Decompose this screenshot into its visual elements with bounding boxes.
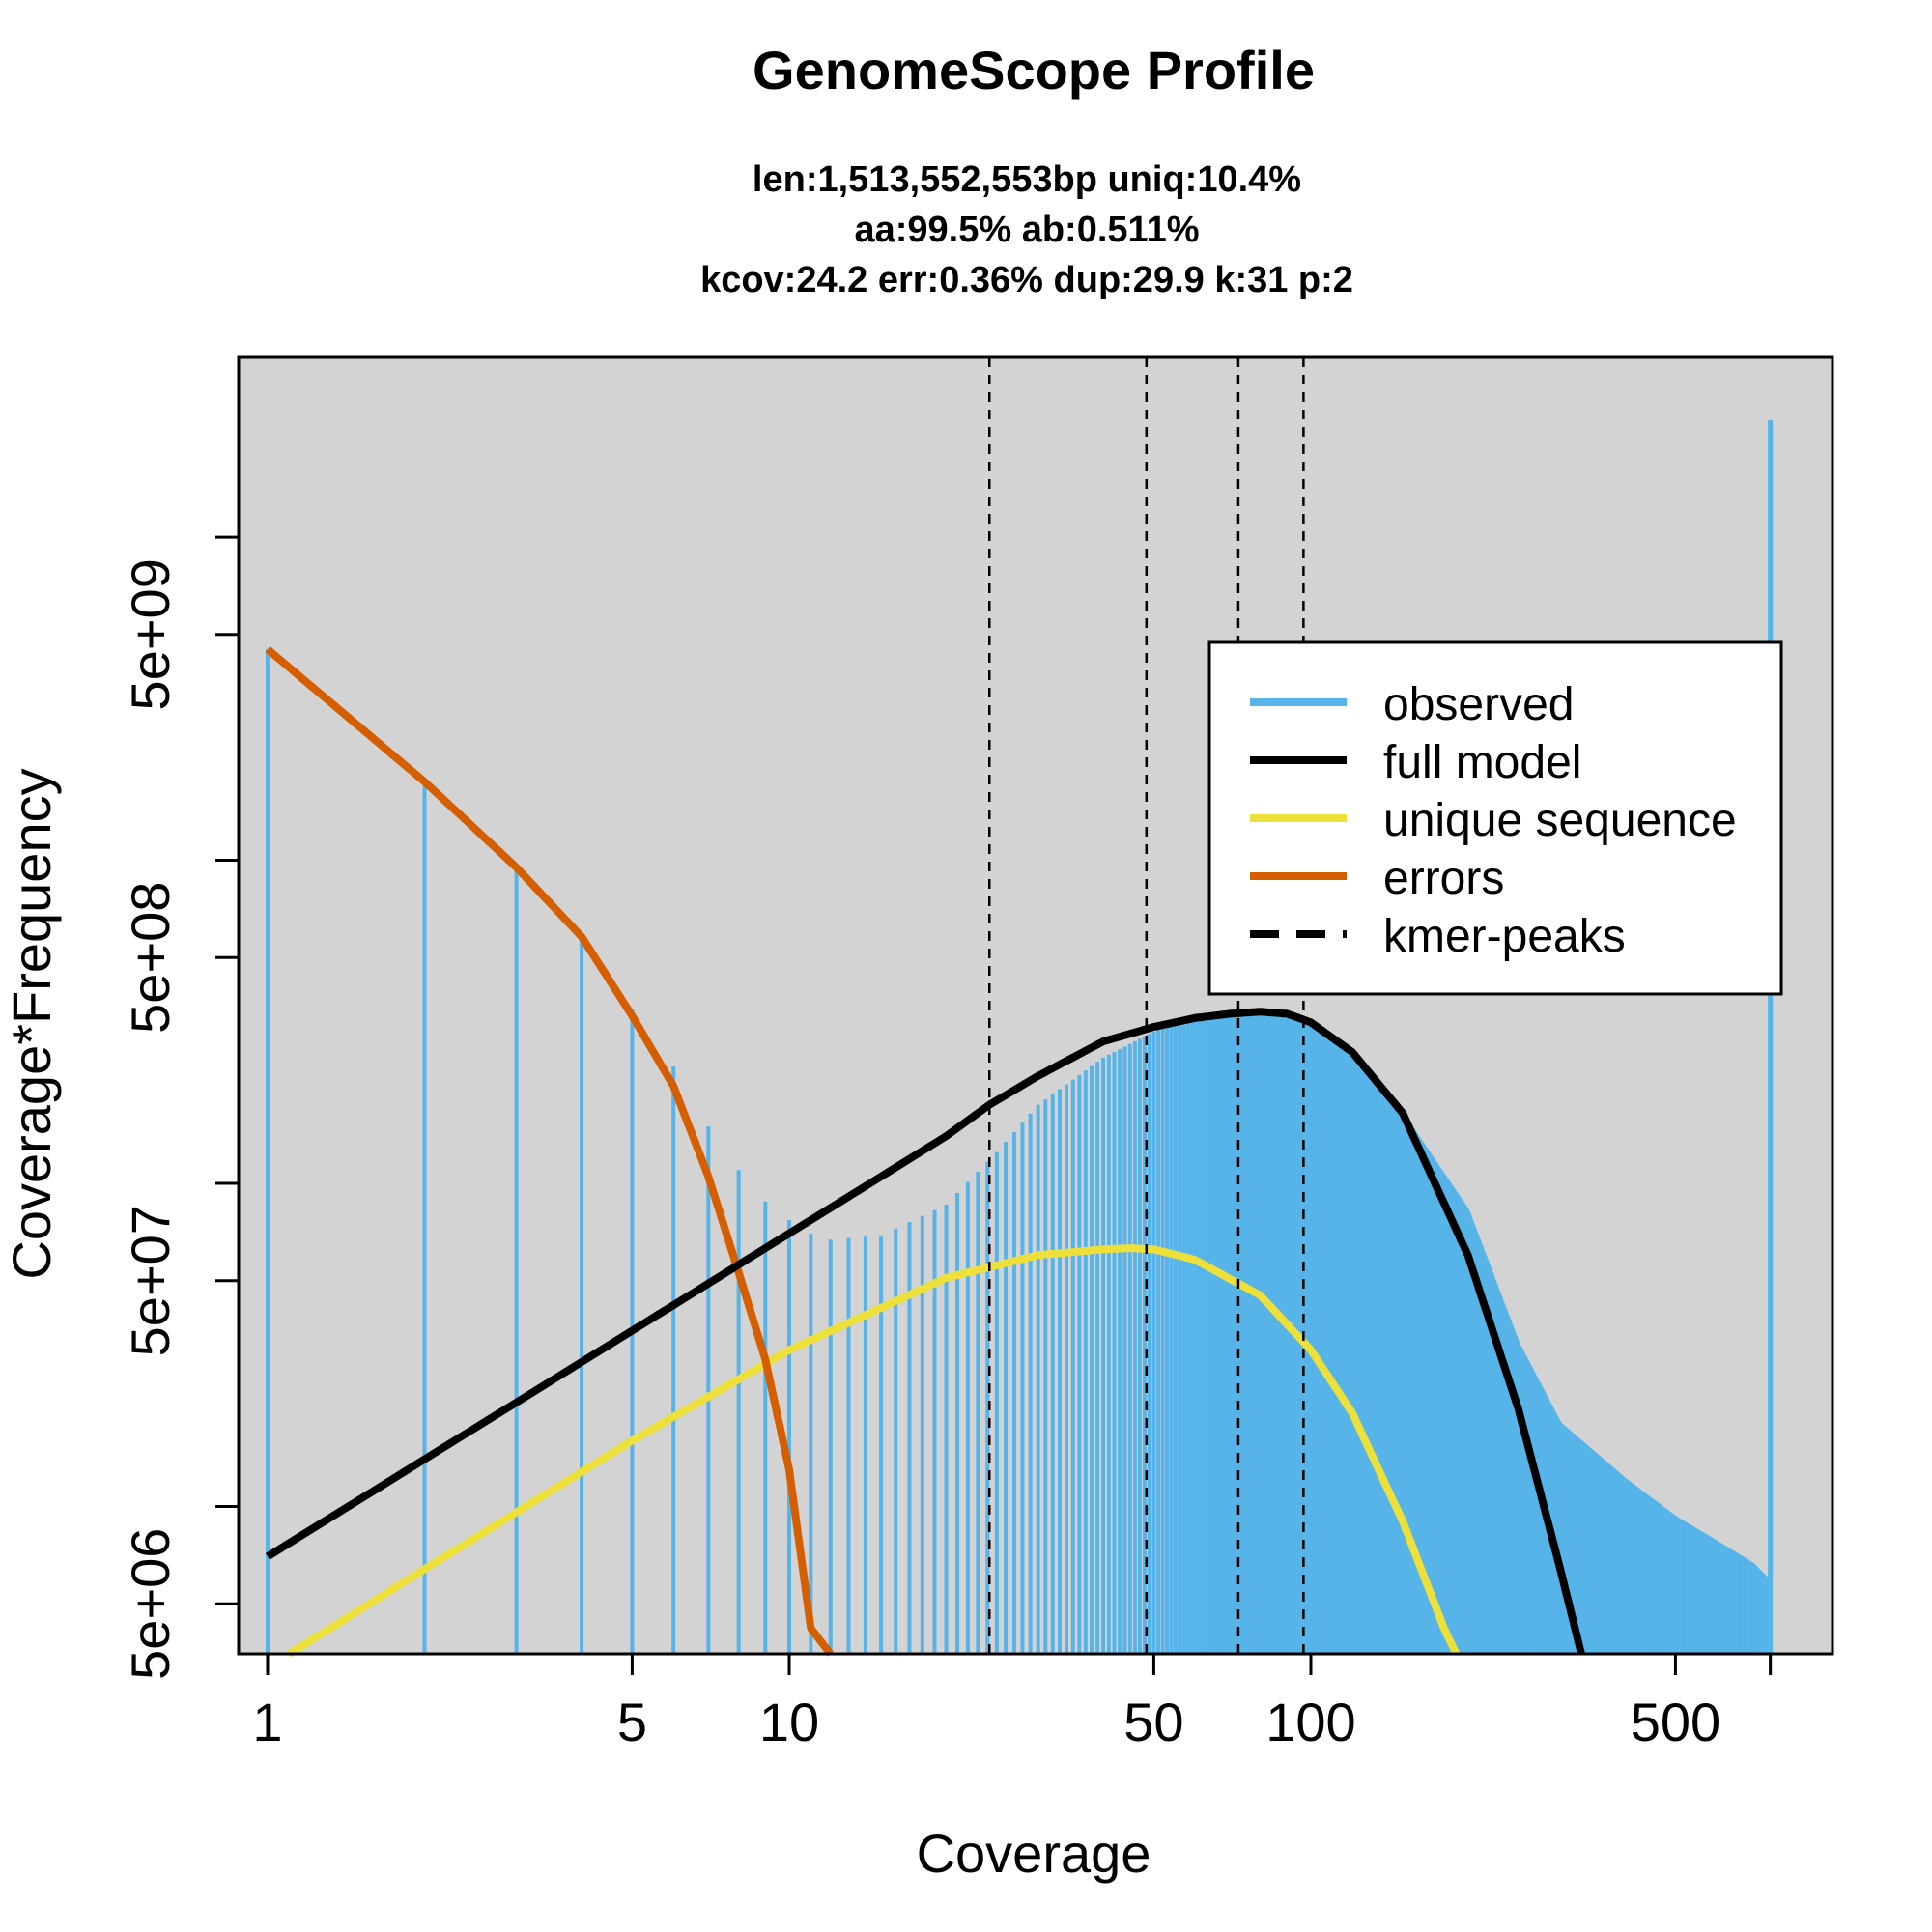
x-tick-label: 5 — [617, 1691, 647, 1752]
y-axis: 5e+06 5e+07 5e+08 5e+09 — [120, 535, 239, 1680]
y-tick-label: 5e+07 — [120, 1205, 181, 1356]
legend-label: kmer-peaks — [1383, 911, 1626, 962]
legend-label: observed — [1383, 679, 1574, 730]
chart-subtitle-line-1: len:1,513,552,553bp uniq:10.4% — [753, 159, 1301, 200]
x-axis-label: Coverage — [917, 1823, 1151, 1884]
kmer-peak-lines — [987, 357, 1305, 1654]
series-line-full-model — [265, 1008, 1585, 1655]
chart-subtitle-line-2: aa:99.5% ab:0.511% — [854, 210, 1199, 250]
legend: observed full model unique sequence errors k… — [1208, 640, 1783, 996]
x-tick-label: 100 — [1265, 1691, 1355, 1752]
y-tick-label: 5e+08 — [120, 882, 181, 1034]
y-tick-label: 5e+06 — [120, 1528, 181, 1680]
y-axis-label: Coverage*Frequency — [1, 768, 62, 1279]
legend-label: full model — [1383, 737, 1581, 788]
series-line-unique-sequence — [287, 1244, 1461, 1658]
legend-label: errors — [1383, 853, 1504, 904]
model-curves — [265, 646, 1585, 1658]
chart-title: GenomeScope Profile — [753, 40, 1315, 100]
plot-frame — [237, 355, 1834, 1656]
x-tick-label: 500 — [1631, 1691, 1720, 1752]
x-tick-label: 10 — [759, 1691, 819, 1752]
y-tick-label: 5e+09 — [120, 558, 181, 710]
chart-subtitle-line-3: kcov:24.2 err:0.36% dup:29.9 k:31 p:2 — [700, 260, 1353, 300]
x-tick-label: 1 — [252, 1691, 282, 1752]
series-line-errors — [265, 646, 834, 1657]
x-tick-label: 50 — [1123, 1691, 1183, 1752]
x-axis: 1 5 10 50 100 500 — [252, 1654, 1773, 1752]
legend-label: unique sequence — [1383, 795, 1737, 846]
